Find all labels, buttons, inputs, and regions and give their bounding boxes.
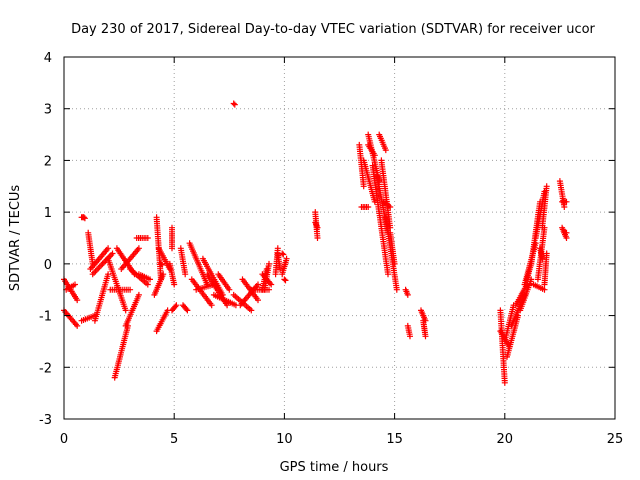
data-point [365, 204, 372, 210]
y-tick-label: 0 [44, 258, 52, 273]
x-tick-label: 0 [60, 432, 68, 447]
x-axis-label: GPS time / hours [280, 460, 389, 475]
y-tick-label: 4 [44, 51, 52, 66]
data-point [266, 260, 272, 267]
data-point [109, 250, 116, 257]
data-point [314, 224, 321, 231]
data-point [422, 333, 429, 340]
plot-frame [63, 56, 616, 420]
data-point [230, 100, 237, 107]
y-tick-label: -1 [39, 310, 52, 325]
y-tick-label: 2 [44, 154, 52, 169]
data-point [404, 291, 411, 298]
data-point [81, 215, 88, 222]
data-point [279, 250, 286, 257]
data-point [360, 183, 367, 190]
y-tick-labels: -3 -2 -1 0 1 2 3 4 [39, 51, 52, 428]
data-point [80, 214, 87, 221]
y-axis-label: SDTVAR / TECUs [8, 185, 23, 292]
data-point [135, 291, 142, 298]
data-point [74, 297, 81, 304]
data-point [231, 101, 238, 108]
data-point [283, 255, 290, 262]
data-point [173, 302, 180, 309]
data-point [281, 276, 288, 283]
data-point [393, 286, 400, 293]
x-tick-label: 20 [497, 432, 514, 447]
data-point [280, 251, 287, 258]
data-point [105, 271, 112, 278]
data-point [158, 260, 164, 267]
x-tick-label: 10 [276, 432, 293, 447]
data-point [385, 271, 391, 278]
y-tick-label: 1 [44, 206, 52, 221]
chart-title: Day 230 of 2017, Sidereal Day-to-day VTE… [71, 22, 595, 37]
x-tick-label: 5 [170, 432, 178, 447]
data-point [255, 297, 261, 304]
data-point [407, 333, 413, 340]
x-tick-label: 25 [607, 432, 624, 447]
data-point [169, 245, 175, 252]
data-point [563, 235, 570, 241]
data-point [282, 277, 289, 284]
y-tick-label: -3 [39, 413, 52, 428]
data-point [184, 307, 191, 314]
y-tick-label: -2 [39, 361, 52, 376]
data-point [159, 261, 166, 268]
x-tick-label: 15 [386, 432, 403, 447]
x-tick-labels: 0 5 10 15 20 25 [60, 432, 623, 447]
data-point [387, 204, 394, 210]
data-point [274, 245, 281, 252]
data-point [144, 235, 151, 241]
data-point [563, 229, 570, 236]
data-point [74, 322, 81, 329]
data-point [208, 302, 215, 309]
data-point [135, 245, 142, 252]
data-point [543, 250, 550, 257]
data-point [255, 281, 261, 288]
data-point [182, 271, 189, 278]
data-point [314, 235, 321, 241]
data-point [147, 276, 153, 283]
data-point [561, 204, 568, 210]
data-point [183, 306, 190, 313]
data-points [61, 100, 570, 386]
data-point [501, 379, 508, 386]
data-point [539, 255, 546, 262]
data-point [541, 286, 548, 293]
data-point [144, 281, 151, 288]
data-point [122, 307, 129, 314]
data-point [371, 152, 378, 159]
data-point [171, 281, 178, 288]
axis-ticks [63, 56, 616, 420]
data-point [563, 198, 570, 205]
data-point [248, 307, 255, 314]
data-point [543, 183, 550, 190]
data-point [391, 260, 398, 267]
data-point [382, 147, 389, 154]
data-point [268, 281, 275, 288]
data-point [105, 245, 112, 252]
data-point [172, 303, 179, 310]
y-tick-label: 3 [44, 103, 52, 118]
data-point [160, 271, 167, 278]
data-point [127, 286, 134, 293]
data-point [226, 286, 233, 293]
data-point [72, 281, 78, 288]
